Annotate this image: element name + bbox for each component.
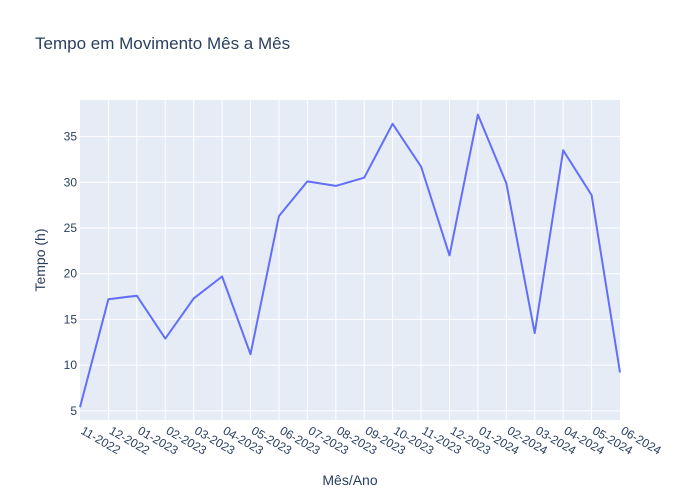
- y-tick-label: 5: [70, 404, 77, 418]
- y-gridlines: [80, 136, 620, 412]
- x-axis-title: Mês/Ano: [322, 472, 377, 488]
- y-axis-title: Tempo (h): [32, 228, 48, 291]
- series-line: [79, 113, 621, 408]
- x-gridlines: [107, 100, 593, 420]
- y-tick-label: 20: [64, 267, 78, 281]
- y-tick-labels: 5 10 15 20 25 30 35: [64, 130, 78, 418]
- y-tick-label: 15: [64, 312, 78, 326]
- y-tick-label: 10: [64, 358, 78, 372]
- chart-title: Tempo em Movimento Mês a Mês: [35, 34, 291, 53]
- plot-area: [80, 100, 620, 420]
- y-tick-label: 35: [64, 130, 78, 144]
- x-tick-labels: 11-202212-202201-202302-202303-202304-20…: [79, 423, 664, 457]
- y-tick-label: 30: [64, 175, 78, 189]
- series-layer: [79, 113, 621, 408]
- y-tick-label: 25: [64, 221, 78, 235]
